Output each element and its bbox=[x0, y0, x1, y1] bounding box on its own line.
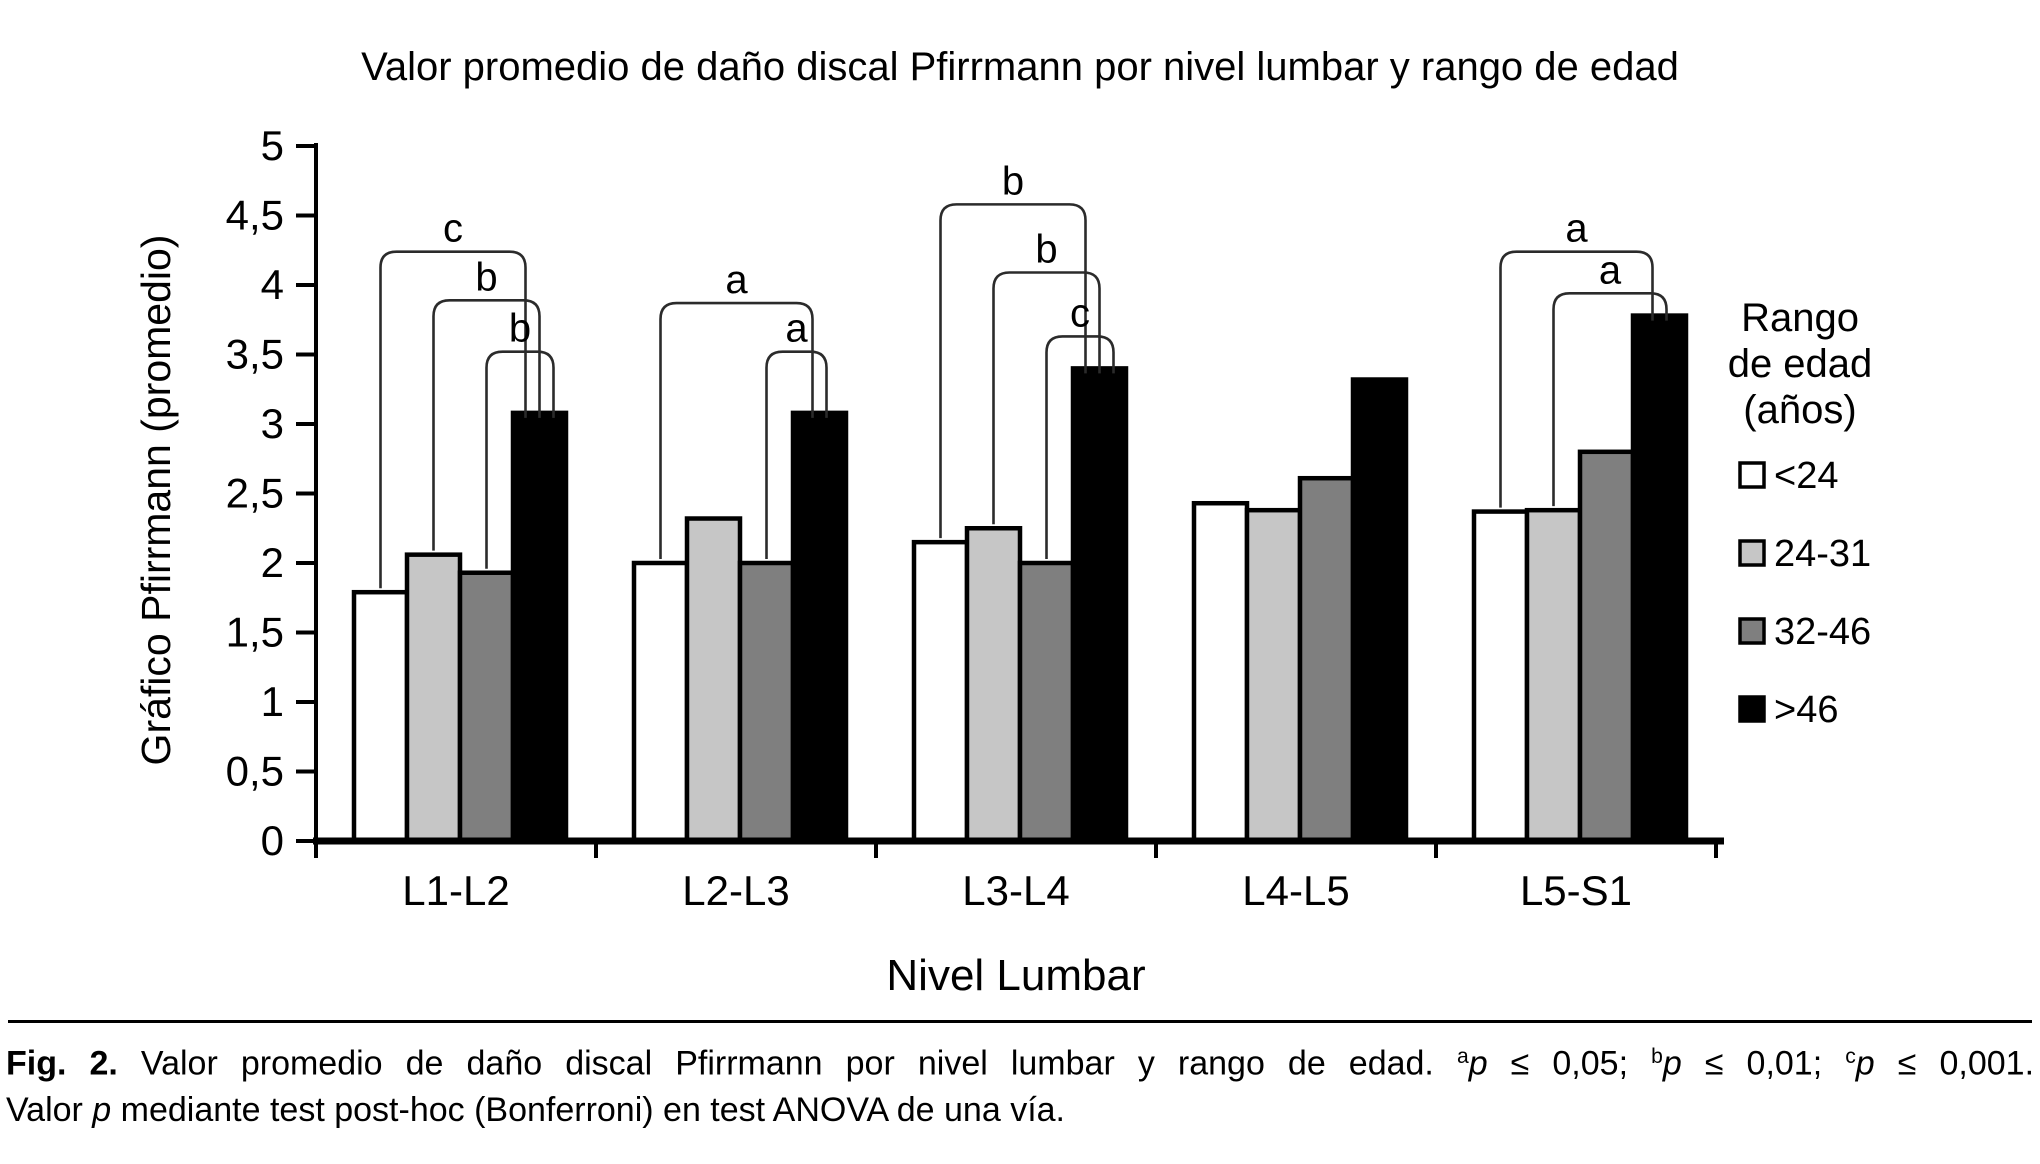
bar-L3-L4->46 bbox=[1070, 366, 1129, 844]
figure-caption: Fig. 2. Valor promedio de daño discal Pf… bbox=[6, 1034, 2034, 1133]
significance-label-L3-L4-b: b bbox=[1035, 227, 1057, 271]
bar-L4-L5-<24 bbox=[1191, 500, 1250, 844]
y-tick-label: 1 bbox=[261, 678, 284, 725]
significance-label-L1-L2-b: b bbox=[509, 307, 531, 351]
bar-L4-L5-24-31 bbox=[1244, 507, 1303, 844]
y-tick-label: 1,5 bbox=[226, 609, 284, 656]
category-label-L5-S1: L5-S1 bbox=[1520, 867, 1632, 914]
caption-text-part: a bbox=[1456, 1045, 1469, 1068]
significance-bracket-L3-L4-c bbox=[1045, 335, 1115, 559]
caption-text-part: Fig. 2. bbox=[6, 1044, 118, 1083]
plot-area: 0 0,5 1 1,5 2 2,5 3 3,5 4 4,5 5 L1-L2 L2-L3 L3-L4 L4-L… bbox=[226, 122, 1724, 914]
significance-label-L1-L2-c: c bbox=[443, 207, 463, 251]
y-tick-label: 3 bbox=[261, 400, 284, 447]
caption-text-part: p bbox=[1468, 1044, 1488, 1083]
y-tick-label: 5 bbox=[261, 122, 284, 169]
caption-text-part: mediante test post-hoc (Bonferroni) en t… bbox=[111, 1090, 1065, 1129]
legend-swatch->46 bbox=[1738, 695, 1766, 723]
y-tick-label: 3,5 bbox=[226, 331, 284, 378]
y-tick-label: 0 bbox=[261, 817, 284, 864]
caption-text-part: c bbox=[1845, 1045, 1856, 1068]
category-label-L1-L2: L1-L2 bbox=[402, 867, 509, 914]
y-axis-title: Gráfico Pfirrmann (promedio) bbox=[133, 235, 179, 766]
bar-L3-L4-32-46 bbox=[1017, 560, 1076, 844]
significance-bracket-L3-L4-b bbox=[939, 203, 1087, 539]
bar-L5-S1-24-31 bbox=[1524, 507, 1583, 844]
caption-text-part: Valor bbox=[6, 1090, 93, 1129]
significance-label-L2-L3-a: a bbox=[785, 307, 808, 351]
caption-text-part: p bbox=[92, 1090, 112, 1129]
caption-text-part: ≤ 0,01; bbox=[1681, 1044, 1846, 1083]
category-label-L2-L3: L2-L3 bbox=[682, 867, 789, 914]
caption-text-part: ≤ 0,001. bbox=[1874, 1044, 2035, 1083]
significance-label-L2-L3-a: a bbox=[725, 258, 748, 302]
category-label-L3-L4: L3-L4 bbox=[962, 867, 1069, 914]
y-tick-label: 2 bbox=[261, 539, 284, 586]
caption-line-1: Fig. 2. Valor promedio de daño discal Pf… bbox=[6, 1034, 2034, 1087]
significance-bracket-L2-L3-a bbox=[659, 301, 814, 559]
y-tick-label: 0,5 bbox=[226, 748, 284, 795]
legend-swatch-24-31 bbox=[1738, 539, 1766, 567]
bar-L4-L5-32-46 bbox=[1297, 475, 1356, 844]
bar-L1-L2->46 bbox=[510, 410, 569, 844]
significance-label-L3-L4-c: c bbox=[1070, 291, 1090, 335]
caption-text-part: p bbox=[1662, 1044, 1682, 1083]
caption-text-part: b bbox=[1651, 1045, 1663, 1068]
caption-text-part: ≤ 0,05; bbox=[1487, 1044, 1652, 1083]
bar-L5-S1->46 bbox=[1630, 313, 1689, 844]
bar-L5-S1-<24 bbox=[1471, 509, 1530, 844]
caption-divider bbox=[8, 1020, 2032, 1023]
significance-bracket-L5-S1-a bbox=[1499, 250, 1654, 508]
bar-L2-L3-32-46 bbox=[737, 560, 796, 844]
bar-L5-S1-32-46 bbox=[1577, 449, 1636, 844]
significance-bracket-L2-L3-a bbox=[765, 350, 828, 559]
caption-line-2: Valor p mediante test post-hoc (Bonferro… bbox=[6, 1087, 2034, 1133]
legend-label-24-31: 24-31 bbox=[1774, 533, 1871, 575]
significance-bracket-L5-S1-a bbox=[1552, 292, 1668, 507]
legend-label->46: >46 bbox=[1774, 689, 1838, 731]
bar-L1-L2-24-31 bbox=[404, 552, 463, 844]
bar-L4-L5->46 bbox=[1350, 377, 1409, 844]
chart-title: Valor promedio de daño discal Pfirrmann … bbox=[361, 45, 1679, 89]
legend-title-line: Rango bbox=[1741, 296, 1859, 340]
y-tick-label: 2,5 bbox=[226, 470, 284, 517]
bar-L3-L4-24-31 bbox=[964, 526, 1023, 844]
significance-label-L1-L2-b: b bbox=[475, 255, 497, 299]
significance-label-L3-L4-b: b bbox=[1002, 159, 1024, 203]
significance-bracket-L1-L2-b bbox=[485, 350, 555, 569]
bar-L1-L2-32-46 bbox=[457, 570, 516, 844]
bar-L2-L3->46 bbox=[790, 410, 849, 844]
category-label-L4-L5: L4-L5 bbox=[1242, 867, 1349, 914]
legend-label-32-46: 32-46 bbox=[1774, 611, 1871, 653]
bar-L3-L4-<24 bbox=[911, 539, 970, 844]
legend-title-line: (años) bbox=[1743, 388, 1856, 432]
pfirrmann-bar-chart: Valor promedio de daño discal Pfirrmann … bbox=[133, 45, 1873, 1000]
caption-text-part: p bbox=[1855, 1044, 1875, 1083]
significance-bracket-L1-L2-c bbox=[379, 250, 527, 589]
significance-label-L5-S1-a: a bbox=[1565, 207, 1588, 251]
y-tick-label: 4 bbox=[261, 261, 284, 308]
legend-label-<24: <24 bbox=[1774, 455, 1838, 497]
bar-L1-L2-<24 bbox=[351, 589, 410, 844]
legend-swatch-<24 bbox=[1738, 461, 1766, 489]
significance-bracket-L1-L2-b bbox=[432, 298, 541, 551]
x-axis-title: Nivel Lumbar bbox=[886, 951, 1145, 1000]
caption-text-part: Valor promedio de daño discal Pfirrmann … bbox=[117, 1044, 1457, 1083]
legend-title-line: de edad bbox=[1728, 342, 1873, 386]
bar-L2-L3-<24 bbox=[631, 560, 690, 844]
y-tick-label: 4,5 bbox=[226, 192, 284, 239]
significance-bracket-L3-L4-b bbox=[992, 271, 1101, 525]
legend-swatch-32-46 bbox=[1738, 617, 1766, 645]
bar-L2-L3-24-31 bbox=[684, 516, 743, 844]
significance-label-L5-S1-a: a bbox=[1599, 248, 1622, 292]
